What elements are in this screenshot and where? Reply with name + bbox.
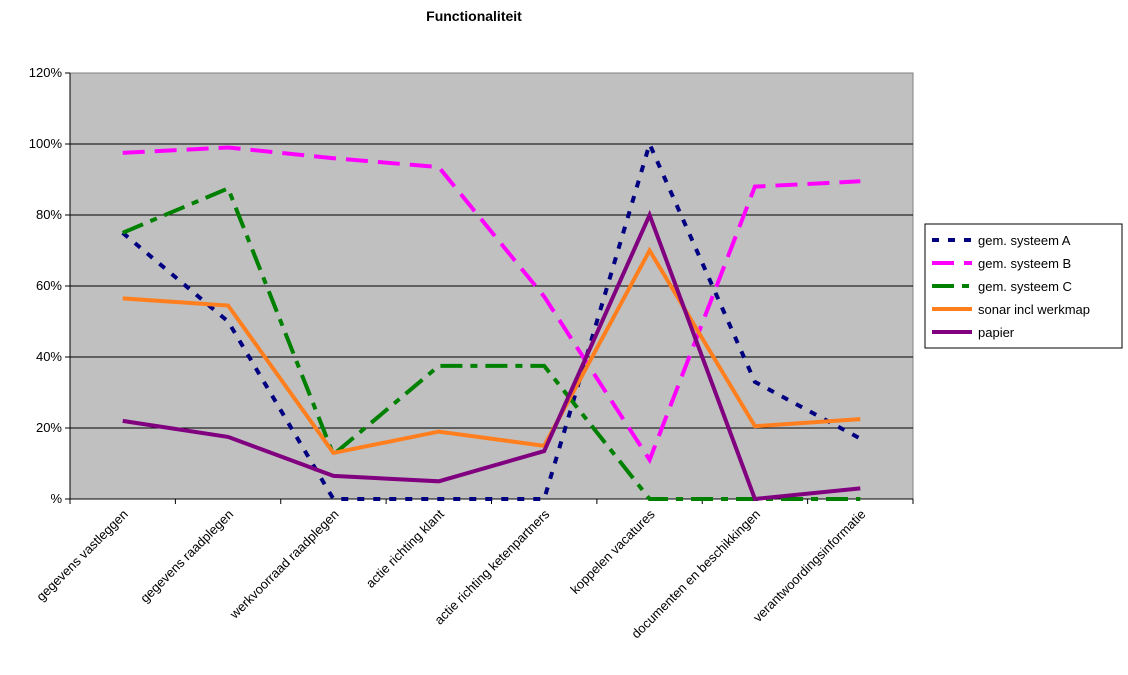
series-line [121,185,861,501]
series-lines [121,138,862,502]
series-line [122,209,861,502]
y-tick-label: 40% [36,349,62,364]
legend: gem. systeem A gem. systeem B gem. systeem… [924,223,1123,349]
chart-title: Functionaliteit [426,8,522,24]
y-tick-label: 100% [29,136,63,151]
y-axis: % 20% 40% 60% 80% 100% 120% [29,65,71,506]
legend-entry: gem. systeem A [978,233,1071,248]
x-tick-label: verantwoordingsinformatie [750,507,868,625]
gridlines [70,143,913,429]
series-line [122,246,861,456]
x-axis: gegevens vastleggen gegevens raadplegenwe… [33,498,914,642]
y-tick-label: 20% [36,420,62,435]
x-tick-label: actie richting klant [363,506,447,590]
x-tick-label: koppelen vacatures [567,506,658,597]
series-line [121,138,862,501]
legend-box [924,223,1123,349]
x-tick-label: actie richting ketenpartners [431,506,552,627]
legend-entry: papier [978,325,1015,340]
series-line [122,145,861,465]
x-tick-label: gegevens raadplegen [137,507,236,606]
x-tick-label: gegevens vastleggen [33,507,130,604]
x-tick-label: documenten en beschikkingen [628,507,763,642]
x-tick-label: werkvoorraad raadplegen [226,507,342,623]
y-tick-label: % [50,491,62,506]
y-tick-label: 80% [36,207,62,222]
legend-entry: gem. systeem B [978,256,1071,271]
legend-entry: sonar incl werkmap [978,302,1090,317]
legend-entry: gem. systeem C [978,279,1072,294]
y-tick-label: 60% [36,278,62,293]
y-tick-label: 120% [29,65,63,80]
